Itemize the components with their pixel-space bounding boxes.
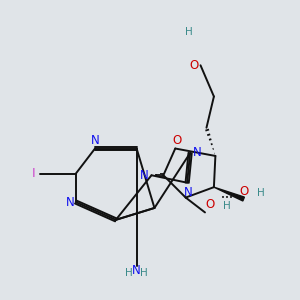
Text: O: O — [190, 59, 199, 72]
Polygon shape — [214, 187, 244, 201]
Text: O: O — [239, 184, 248, 198]
Text: H: H — [140, 268, 148, 278]
Text: •••: ••• — [221, 195, 233, 201]
Text: N: N — [184, 186, 193, 199]
Text: N: N — [65, 196, 74, 208]
Text: N: N — [132, 264, 141, 278]
Text: H: H — [125, 268, 133, 278]
Text: H: H — [185, 27, 193, 37]
Text: N: N — [91, 134, 99, 147]
Text: N: N — [193, 146, 202, 160]
Text: H: H — [257, 188, 265, 198]
Text: I: I — [32, 167, 36, 180]
Text: O: O — [205, 198, 214, 211]
Text: O: O — [172, 134, 182, 147]
Text: H: H — [223, 201, 231, 211]
Text: N: N — [140, 169, 148, 182]
